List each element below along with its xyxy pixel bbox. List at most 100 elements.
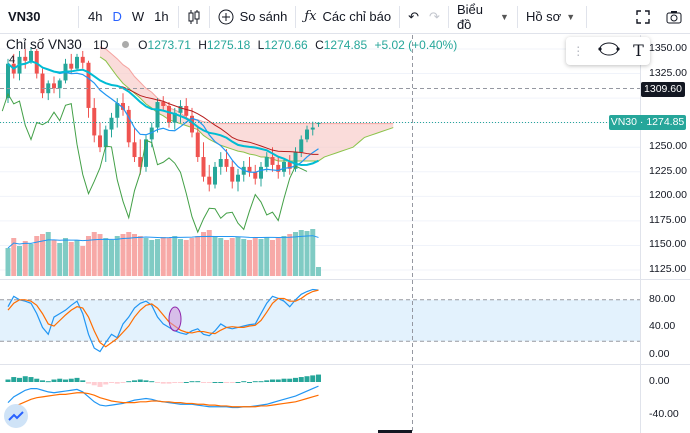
stoch-tick-label: 40.00 [649, 320, 676, 333]
redo-button[interactable]: ↷ [427, 0, 448, 34]
volume-bar [316, 267, 321, 276]
market-status-dot [121, 41, 129, 48]
volume-bar [183, 240, 189, 276]
symbol-search-button[interactable]: VN30 [0, 0, 78, 34]
volume-bar [298, 230, 304, 276]
cloud-upper-line [99, 46, 394, 125]
interval-4h[interactable]: 4h [88, 9, 103, 24]
macd-histogram-bar [235, 382, 241, 383]
legend-collapse-toggle[interactable]: 4 [9, 54, 457, 66]
interval-1h[interactable]: 1h [154, 9, 169, 24]
macd-histogram-bar [201, 382, 206, 383]
volume-bar [132, 234, 137, 276]
interval-d[interactable]: D [112, 9, 122, 24]
candle-body [155, 102, 160, 128]
screenshot-button[interactable] [658, 0, 690, 34]
candles-layer [6, 47, 321, 192]
moving-average-line [7, 60, 319, 167]
candle-body [52, 83, 56, 89]
macd-histogram-bar [132, 380, 137, 382]
macd-histogram-bar [166, 382, 172, 384]
macd-histogram-bar [97, 382, 103, 387]
stoch-k-line [7, 288, 319, 353]
fullscreen-button[interactable] [628, 0, 658, 34]
volume-bar [40, 234, 45, 276]
stoch-tick-label: 80.00 [649, 292, 676, 305]
macd-histogram-bar [11, 377, 17, 382]
interval-w[interactable]: W [131, 9, 145, 24]
candle-body [40, 73, 45, 94]
volume-bar [57, 243, 63, 276]
candle-body [29, 50, 33, 61]
plus-circle-icon [218, 9, 234, 24]
shape-tool-button[interactable] [597, 41, 621, 62]
profile-menu-button[interactable]: Hồ sơ ▼ [518, 0, 586, 34]
macd-histogram-bar [160, 382, 166, 384]
macd-histogram-bar [40, 380, 45, 382]
macd-histogram-bar [316, 374, 321, 382]
macd-histogram-bar [149, 381, 155, 383]
macd-histogram-bar [137, 379, 143, 382]
volume-bar [17, 246, 22, 276]
candle-body [190, 115, 194, 133]
macd-histogram-bar [293, 377, 298, 382]
undo-button[interactable]: ↶ [400, 0, 427, 34]
volume-bar [264, 237, 270, 276]
volume-bar [86, 236, 91, 276]
price-tick-label: 1125.00 [649, 263, 687, 275]
candle-body [6, 63, 10, 99]
toolbar-divider [295, 5, 297, 28]
candle-body [80, 56, 85, 63]
chart-style-button[interactable] [179, 0, 209, 34]
volume-bar [247, 240, 252, 276]
legend-open-value: 1273.71 [147, 38, 191, 52]
toolbar-divider [78, 5, 79, 28]
stoch-d-line [7, 289, 319, 348]
indicators-button[interactable]: ƒx Các chỉ báo [296, 0, 399, 34]
macd-histogram-bar [126, 381, 132, 383]
macd-histogram-bar [275, 379, 281, 382]
last-price-badge: VN30 · 1274.85 [609, 115, 686, 130]
volume-bar [120, 234, 126, 276]
macd-histogram-bar [252, 381, 258, 383]
macd-histogram-bar [22, 376, 28, 382]
text-tool-button[interactable]: T [633, 41, 644, 61]
profile-menu-label: Hồ sơ [525, 9, 562, 24]
macd-histogram-bar [206, 382, 212, 383]
legend-low-label: L [257, 38, 265, 52]
volume-bar [5, 248, 11, 276]
volume-ma-line [7, 235, 319, 249]
toolbar-divider [585, 5, 587, 28]
volume-bar [206, 230, 212, 276]
drawing-toolbar: ⋮ T [566, 37, 650, 65]
macd-histogram-bar [304, 376, 310, 382]
candle-body [109, 117, 114, 130]
drag-handle-icon[interactable]: ⋮ [572, 44, 585, 58]
compare-button[interactable]: So sánh [210, 0, 296, 34]
volume-bar [45, 232, 51, 276]
chart-menu-label: Biểu đồ [456, 1, 483, 32]
price-tick-label: 1325.00 [649, 66, 687, 79]
candle-body [236, 174, 240, 182]
candle-body [75, 56, 79, 69]
redo-icon: ↷ [429, 8, 440, 24]
candle-body [305, 129, 309, 140]
candle-body [224, 159, 229, 167]
chart-menu-button[interactable]: Biểu đồ ▼ [449, 0, 517, 34]
legend-marker: 4 [9, 54, 16, 66]
volume-bar [34, 236, 40, 276]
legend-open-label: O [138, 38, 148, 52]
volume-bar [155, 239, 160, 276]
candle-body [282, 161, 286, 172]
volume-bar [229, 238, 235, 276]
candle-body [149, 127, 154, 140]
macd-histogram-bar [172, 382, 178, 383]
volume-bar [80, 246, 86, 276]
tradingview-logo-icon[interactable] [4, 404, 28, 428]
candle-body [259, 166, 263, 179]
toolbar-divider [177, 5, 179, 28]
function-icon: ƒx [304, 9, 317, 24]
macd-pane [5, 374, 321, 409]
volume-bar [103, 238, 109, 276]
